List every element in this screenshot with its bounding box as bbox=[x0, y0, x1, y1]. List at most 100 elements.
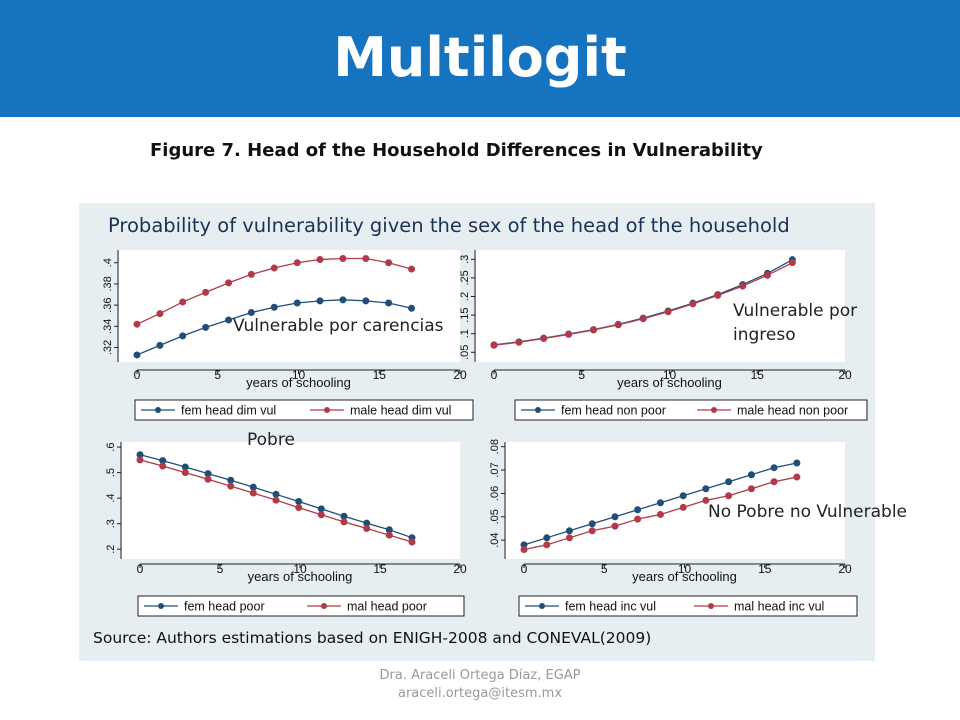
x-tick-label: 0 bbox=[137, 562, 144, 576]
x-tick-label: 5 bbox=[214, 368, 221, 382]
chart-title: Probability of vulnerability given the s… bbox=[108, 214, 790, 237]
data-point bbox=[385, 299, 393, 307]
subplot-4: .04 .05 .06 .07 .08 0 5 10 15 20 years of schoolin… bbox=[489, 439, 858, 617]
plot-region bbox=[119, 250, 460, 362]
data-point bbox=[362, 297, 370, 305]
slide-title: Multilogit bbox=[333, 26, 627, 89]
data-point bbox=[272, 496, 280, 504]
data-point bbox=[634, 515, 642, 523]
data-point bbox=[656, 499, 664, 507]
data-point bbox=[249, 483, 257, 491]
subplot-3: .2 .3 .4 .5 .6 0 5 10 15 20 years of schooling fem … bbox=[105, 442, 467, 617]
x-tick-label: 20 bbox=[453, 368, 467, 382]
x-tick-label: 20 bbox=[838, 562, 852, 576]
data-point bbox=[317, 511, 325, 519]
data-point bbox=[747, 485, 755, 493]
data-point bbox=[316, 297, 324, 305]
data-point bbox=[363, 525, 371, 533]
data-point bbox=[156, 341, 164, 349]
data-point bbox=[664, 308, 672, 316]
footer-email: araceli.ortega@itesm.mx bbox=[397, 686, 563, 701]
data-point bbox=[408, 538, 416, 546]
legend-entry-2: male head dim vul bbox=[350, 404, 451, 418]
data-point bbox=[725, 492, 733, 500]
x-tick-label: 0 bbox=[134, 368, 141, 382]
legend-box bbox=[518, 595, 858, 617]
annotation-pobre: Pobre bbox=[247, 430, 295, 450]
annotation-vulnerable-carencias: Vulnerable por carencias bbox=[233, 316, 444, 336]
legend-swatch-marker bbox=[711, 407, 717, 413]
data-point bbox=[490, 341, 498, 349]
legend-entry-1: fem head inc vul bbox=[565, 600, 656, 614]
legend-entry-2: male head non poor bbox=[737, 404, 848, 418]
data-point bbox=[293, 299, 301, 307]
data-point bbox=[634, 506, 642, 514]
x-tick-label: 10 bbox=[292, 368, 306, 382]
footer-author: Dra. Araceli Ortega Díaz, EGAP bbox=[379, 668, 581, 683]
y-tick-label: .2 bbox=[459, 292, 471, 301]
y-tick-label: .3 bbox=[459, 255, 471, 264]
subplot-2: .05 .1 .15 .2 .25 .3 0 5 10 15 20 years of schoolin… bbox=[459, 250, 868, 421]
data-point bbox=[181, 463, 189, 471]
data-point bbox=[295, 504, 303, 512]
data-point bbox=[156, 310, 164, 318]
data-point bbox=[204, 475, 212, 483]
data-point bbox=[272, 490, 280, 498]
data-point bbox=[385, 259, 393, 267]
x-tick-label: 10 bbox=[663, 368, 677, 382]
data-point bbox=[540, 335, 548, 343]
x-tick-label: 0 bbox=[521, 562, 528, 576]
legend-swatch-marker bbox=[535, 407, 541, 413]
data-point bbox=[788, 259, 796, 267]
data-point bbox=[227, 476, 235, 484]
data-point bbox=[565, 534, 573, 542]
data-point bbox=[408, 265, 416, 273]
data-point bbox=[202, 323, 210, 331]
x-tick-label: 20 bbox=[453, 562, 467, 576]
data-point bbox=[565, 527, 573, 535]
x-tick-label: 0 bbox=[491, 368, 498, 382]
annotation-vulnerable-ingreso: Vulnerable por ingreso bbox=[733, 301, 858, 345]
title-banner: Multilogit bbox=[0, 0, 960, 117]
data-point bbox=[179, 298, 187, 306]
y-tick-label: .07 bbox=[489, 462, 501, 477]
y-tick-label: .05 bbox=[459, 345, 471, 360]
legend-entry-1: fem head poor bbox=[184, 600, 265, 614]
y-tick-label: .5 bbox=[105, 468, 117, 477]
data-point bbox=[247, 309, 255, 317]
data-point bbox=[611, 522, 619, 530]
data-point bbox=[339, 254, 347, 262]
data-point bbox=[385, 531, 393, 539]
data-point bbox=[656, 510, 664, 518]
legend-swatch-marker bbox=[321, 603, 327, 609]
data-point bbox=[225, 279, 233, 287]
data-point bbox=[136, 456, 144, 464]
y-tick-label: .25 bbox=[459, 270, 471, 285]
legend-box bbox=[134, 399, 474, 421]
y-tick-label: .32 bbox=[102, 340, 114, 355]
x-axis-title: years of schooling bbox=[632, 569, 737, 584]
data-point bbox=[515, 338, 523, 346]
y-tick-label: .3 bbox=[105, 519, 117, 528]
data-point bbox=[133, 320, 141, 328]
x-tick-label: 20 bbox=[838, 368, 852, 382]
x-tick-label: 15 bbox=[373, 368, 387, 382]
subplot-1: .32 .34 .36 .38 .4 0 5 10 15 20 years of schooling… bbox=[102, 250, 474, 421]
legend-swatch-marker bbox=[158, 603, 164, 609]
data-point bbox=[793, 473, 801, 481]
y-tick-label: .4 bbox=[105, 494, 117, 503]
data-point bbox=[770, 478, 778, 486]
data-point bbox=[362, 254, 370, 262]
x-tick-label: 15 bbox=[758, 562, 772, 576]
y-tick-label: .36 bbox=[102, 297, 114, 312]
y-tick-label: .05 bbox=[489, 509, 501, 524]
data-point bbox=[408, 304, 416, 312]
data-point bbox=[725, 478, 733, 486]
x-axis-title: years of schooling bbox=[248, 569, 353, 584]
legend-swatch-marker bbox=[155, 407, 161, 413]
data-point bbox=[159, 462, 167, 470]
data-point bbox=[339, 296, 347, 304]
legend-entry-2: mal head inc vul bbox=[734, 600, 824, 614]
data-point bbox=[179, 332, 187, 340]
